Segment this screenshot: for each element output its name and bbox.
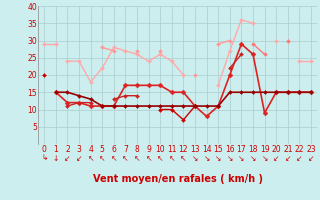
Text: ↖: ↖	[111, 154, 117, 163]
Text: ↘: ↘	[261, 154, 268, 163]
Text: ↙: ↙	[296, 154, 303, 163]
Text: ↘: ↘	[215, 154, 221, 163]
Text: ↖: ↖	[157, 154, 164, 163]
Text: ↖: ↖	[122, 154, 129, 163]
Text: ↘: ↘	[204, 154, 210, 163]
Text: ↖: ↖	[99, 154, 105, 163]
Text: ↘: ↘	[250, 154, 256, 163]
Text: ↓: ↓	[52, 154, 59, 163]
Text: ↖: ↖	[169, 154, 175, 163]
Text: ↖: ↖	[145, 154, 152, 163]
Text: ↳: ↳	[41, 154, 47, 163]
Text: ↖: ↖	[180, 154, 187, 163]
Text: ↙: ↙	[273, 154, 279, 163]
Text: ↖: ↖	[87, 154, 94, 163]
Text: ↙: ↙	[308, 154, 314, 163]
Text: ↘: ↘	[238, 154, 244, 163]
X-axis label: Vent moyen/en rafales ( km/h ): Vent moyen/en rafales ( km/h )	[92, 174, 263, 184]
Text: ↙: ↙	[76, 154, 82, 163]
Text: ↙: ↙	[284, 154, 291, 163]
Text: ↘: ↘	[227, 154, 233, 163]
Text: ↙: ↙	[64, 154, 71, 163]
Text: ↘: ↘	[192, 154, 198, 163]
Text: ↖: ↖	[134, 154, 140, 163]
